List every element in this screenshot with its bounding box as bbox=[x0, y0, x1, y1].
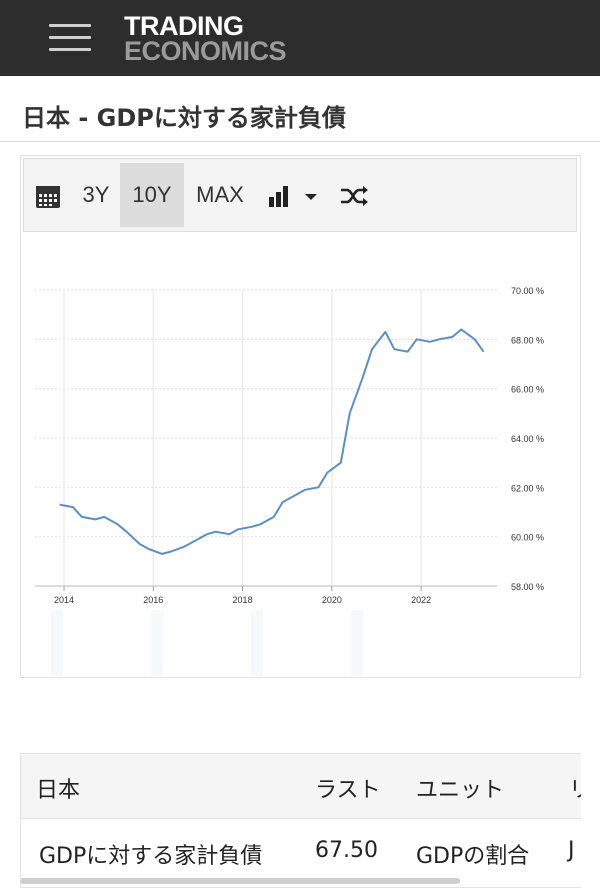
horizontal-scrollbar[interactable] bbox=[20, 878, 460, 884]
shuffle-icon[interactable] bbox=[334, 159, 374, 231]
chart-toolbar: 3Y 10Y MAX bbox=[23, 158, 577, 232]
series-line bbox=[59, 328, 485, 555]
data-table: 日本 ラスト ユニット リ GDPに対する家計負債 67.50 GDPの割合 J bbox=[20, 753, 581, 888]
menu-icon[interactable] bbox=[49, 20, 91, 54]
x-tick-label: 2014 bbox=[54, 595, 74, 605]
row-reference: J bbox=[568, 838, 575, 863]
x-tick-label: 2020 bbox=[322, 595, 342, 605]
y-tick-label: 66.00 % bbox=[511, 385, 544, 395]
chart-area: 58.00 % 60.00 % 62.00 % 64.00 % 66.00 % 68.00… bbox=[21, 236, 580, 676]
y-tick-label: 70.00 % bbox=[511, 286, 544, 296]
chart-type-dropdown[interactable] bbox=[264, 159, 324, 231]
logo-line2: ECONOMICS bbox=[124, 36, 287, 66]
table-header bbox=[21, 754, 581, 819]
y-tick-label: 62.00 % bbox=[511, 483, 544, 493]
y-tick-label: 64.00 % bbox=[511, 434, 544, 444]
divider bbox=[0, 141, 600, 142]
calendar-icon[interactable] bbox=[32, 159, 64, 231]
decorative-band bbox=[51, 610, 63, 676]
logo[interactable]: TRADING ECONOMICS bbox=[124, 11, 287, 66]
x-tick-label: 2022 bbox=[411, 595, 431, 605]
line-chart: 58.00 % 60.00 % 62.00 % 64.00 % 66.00 % 68.00… bbox=[35, 286, 544, 676]
bar-chart-icon bbox=[269, 186, 317, 208]
range-10y-button[interactable]: 10Y bbox=[120, 163, 184, 227]
x-tick-label: 2016 bbox=[143, 595, 163, 605]
decorative-band bbox=[151, 610, 163, 676]
row-unit: GDPの割合 bbox=[416, 844, 530, 869]
decorative-band bbox=[251, 610, 263, 676]
logo-line1: TRADING bbox=[124, 11, 244, 41]
header-last: ラスト bbox=[315, 778, 381, 803]
top-bar: TRADING ECONOMICS bbox=[0, 0, 600, 76]
decorative-band bbox=[351, 610, 363, 676]
y-tick-label: 60.00 % bbox=[511, 533, 544, 543]
y-tick-label: 68.00 % bbox=[511, 335, 544, 345]
row-last-value: 67.50 bbox=[315, 838, 378, 863]
page-title: 日本 - GDPに対する家計負債 bbox=[22, 104, 346, 132]
chevron-down-icon bbox=[305, 194, 317, 201]
x-tick-label: 2018 bbox=[233, 595, 253, 605]
range-max-button[interactable]: MAX bbox=[196, 182, 244, 207]
header-unit: ユニット bbox=[416, 778, 505, 803]
header-country: 日本 bbox=[36, 778, 81, 803]
row-indicator-link[interactable]: GDPに対する家計負債 bbox=[39, 844, 263, 869]
y-tick-label: 58.00 % bbox=[511, 582, 544, 592]
range-3y-button[interactable]: 3Y bbox=[82, 182, 110, 207]
chart-card: 3Y 10Y MAX 58.00 % 60.00 % 62.00 % 64.00 % 6… bbox=[20, 155, 581, 678]
header-reference: リ bbox=[569, 772, 581, 804]
